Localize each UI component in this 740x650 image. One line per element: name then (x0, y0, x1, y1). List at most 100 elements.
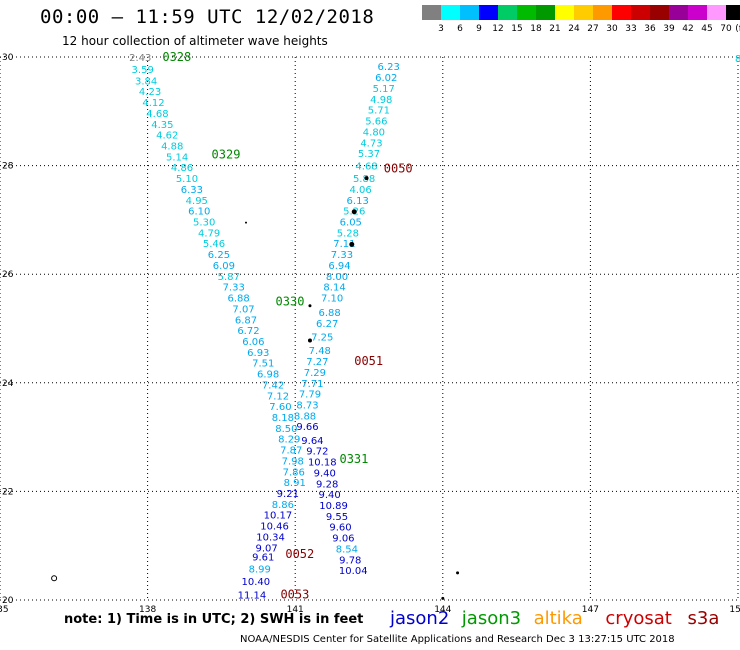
legend-unit: (ft) (735, 24, 740, 34)
wave-height-value: 9.61 (252, 553, 274, 564)
satellite-name: cryosat (605, 608, 672, 629)
track-labels: 0328 0329 0050 0330 0051 0331 0052 0053 (162, 50, 412, 602)
island-dot (307, 338, 312, 343)
wave-height-value: 9.66 (296, 422, 318, 433)
lon-tick-label: 144 (434, 605, 451, 615)
legend-swatch (612, 5, 631, 20)
lon-tick-label: 138 (139, 605, 156, 615)
legend-swatch (479, 5, 498, 20)
wave-height-value: 8.86 (272, 500, 294, 511)
satellite-name: s3a (687, 608, 720, 629)
wave-height-value: 4.35 (151, 120, 173, 131)
wave-height-value: 8.99 (249, 565, 271, 576)
wave-height-value: 4.23 (139, 87, 161, 98)
legend-swatch (441, 5, 460, 20)
legend-label: 3 (438, 24, 444, 34)
lat-tick-label: 24 (2, 379, 14, 389)
wave-height-value: 4.62 (156, 131, 178, 142)
legend-swatch (498, 5, 517, 20)
credit-line: NOAA/NESDIS Center for Satellite Applica… (240, 634, 675, 645)
legend-label: 9 (476, 24, 482, 34)
wave-height-value: 7.12 (267, 391, 289, 402)
wave-height-value: 6.23 (378, 62, 400, 73)
island-dot (456, 571, 460, 575)
wave-height-value: 4.68 (146, 109, 168, 120)
wave-height-value: 10.89 (319, 501, 348, 512)
legend-swatch (669, 5, 688, 20)
lat-tick-label: 28 (2, 162, 14, 172)
legend-swatch (593, 5, 612, 20)
wave-height-value: 4.68 (355, 162, 377, 173)
legend-label: 18 (530, 24, 542, 34)
wave-height-value: 6.88 (227, 294, 249, 305)
island-dot (351, 209, 357, 215)
wave-height-value: 5.30 (193, 218, 215, 229)
wave-height-value: 5.71 (368, 106, 390, 117)
legend-label: 42 (682, 24, 694, 34)
wave-height-value: 3.84 (135, 76, 157, 87)
wave-height-value: 4.95 (186, 196, 208, 207)
legend-label: 36 (644, 24, 656, 34)
track-time-label: 0328 (162, 50, 191, 64)
wave-height-value: 5.66 (365, 117, 387, 128)
satellite-name: altika (533, 608, 583, 629)
wave-height-value: 2.43 (129, 53, 151, 64)
wave-height-value: 7.33 (223, 283, 245, 294)
lon-tick-label: 147 (582, 605, 599, 615)
legend-swatch (422, 5, 441, 20)
island-dot (364, 176, 369, 181)
wave-height-value: 5.37 (358, 149, 380, 160)
island-dot (245, 221, 247, 224)
wave-height-value: 8.50 (275, 424, 297, 435)
wave-height-value: 5.10 (176, 174, 198, 185)
wave-height-value: 7.10 (321, 294, 343, 305)
wave-height-value: 4.79 (198, 228, 220, 239)
wave-height-value: 8 (735, 54, 740, 65)
island-dot (349, 241, 355, 247)
wave-height-value: 10.18 (308, 458, 337, 469)
legend-swatch (688, 5, 707, 20)
legend-label: 21 (549, 24, 561, 34)
track-values: 2.433.593.844.234.124.684.354.624.885.14… (129, 53, 740, 602)
track-time-label: 0053 (280, 588, 309, 602)
wave-height-value: 6.09 (213, 261, 235, 272)
legend-swatch (460, 5, 479, 20)
legend-swatch (707, 5, 726, 20)
wave-height-value: 9.60 (329, 523, 351, 534)
wave-height-value: 4.06 (350, 185, 372, 196)
lat-tick-label: 20 (2, 596, 14, 606)
wave-height-value: 9.78 (339, 555, 361, 566)
wave-height-value: 5.28 (337, 228, 359, 239)
legend-label: 15 (511, 24, 523, 34)
legend-label: 6 (457, 24, 463, 34)
wave-height-value: 9.28 (316, 479, 338, 490)
wave-height-value: 5.87 (218, 272, 240, 283)
track-time-label: 0052 (285, 547, 314, 561)
axis-labels: 30 28 26 24 22 20135 138 141 144 147 150 (0, 53, 740, 615)
wave-height-value: 7.48 (309, 346, 331, 357)
wave-height-value: 8.73 (296, 401, 318, 412)
island-dot (308, 304, 312, 308)
wave-height-value: 5.14 (166, 152, 188, 163)
wave-height-value: 9.21 (277, 489, 299, 500)
wave-height-value: 6.33 (181, 185, 203, 196)
wave-height-value: 6.98 (257, 370, 279, 381)
footer-note: note: 1) Time is in UTC; 2) SWH is in fe… (64, 612, 364, 627)
wave-height-value: 4.98 (370, 95, 392, 106)
track-time-label: 0331 (339, 452, 368, 466)
wave-height-value: 7.27 (306, 357, 328, 368)
wave-height-value: 10.40 (242, 577, 271, 588)
lon-tick-label: 135 (0, 605, 9, 615)
wave-height-value: 6.27 (316, 319, 338, 330)
wave-height-value: 6.25 (208, 250, 230, 261)
track-time-label: 0050 (384, 161, 413, 175)
wave-height-value: 3.59 (132, 65, 154, 76)
lon-tick-label: 150 (729, 605, 740, 615)
legend-label: 27 (587, 24, 599, 34)
legend-label: 12 (492, 24, 504, 34)
wave-height-value: 10.17 (264, 511, 293, 522)
wave-height-value: 9.72 (306, 447, 328, 458)
wave-height-value: 7.86 (283, 467, 305, 478)
lat-tick-label: 30 (2, 53, 14, 63)
